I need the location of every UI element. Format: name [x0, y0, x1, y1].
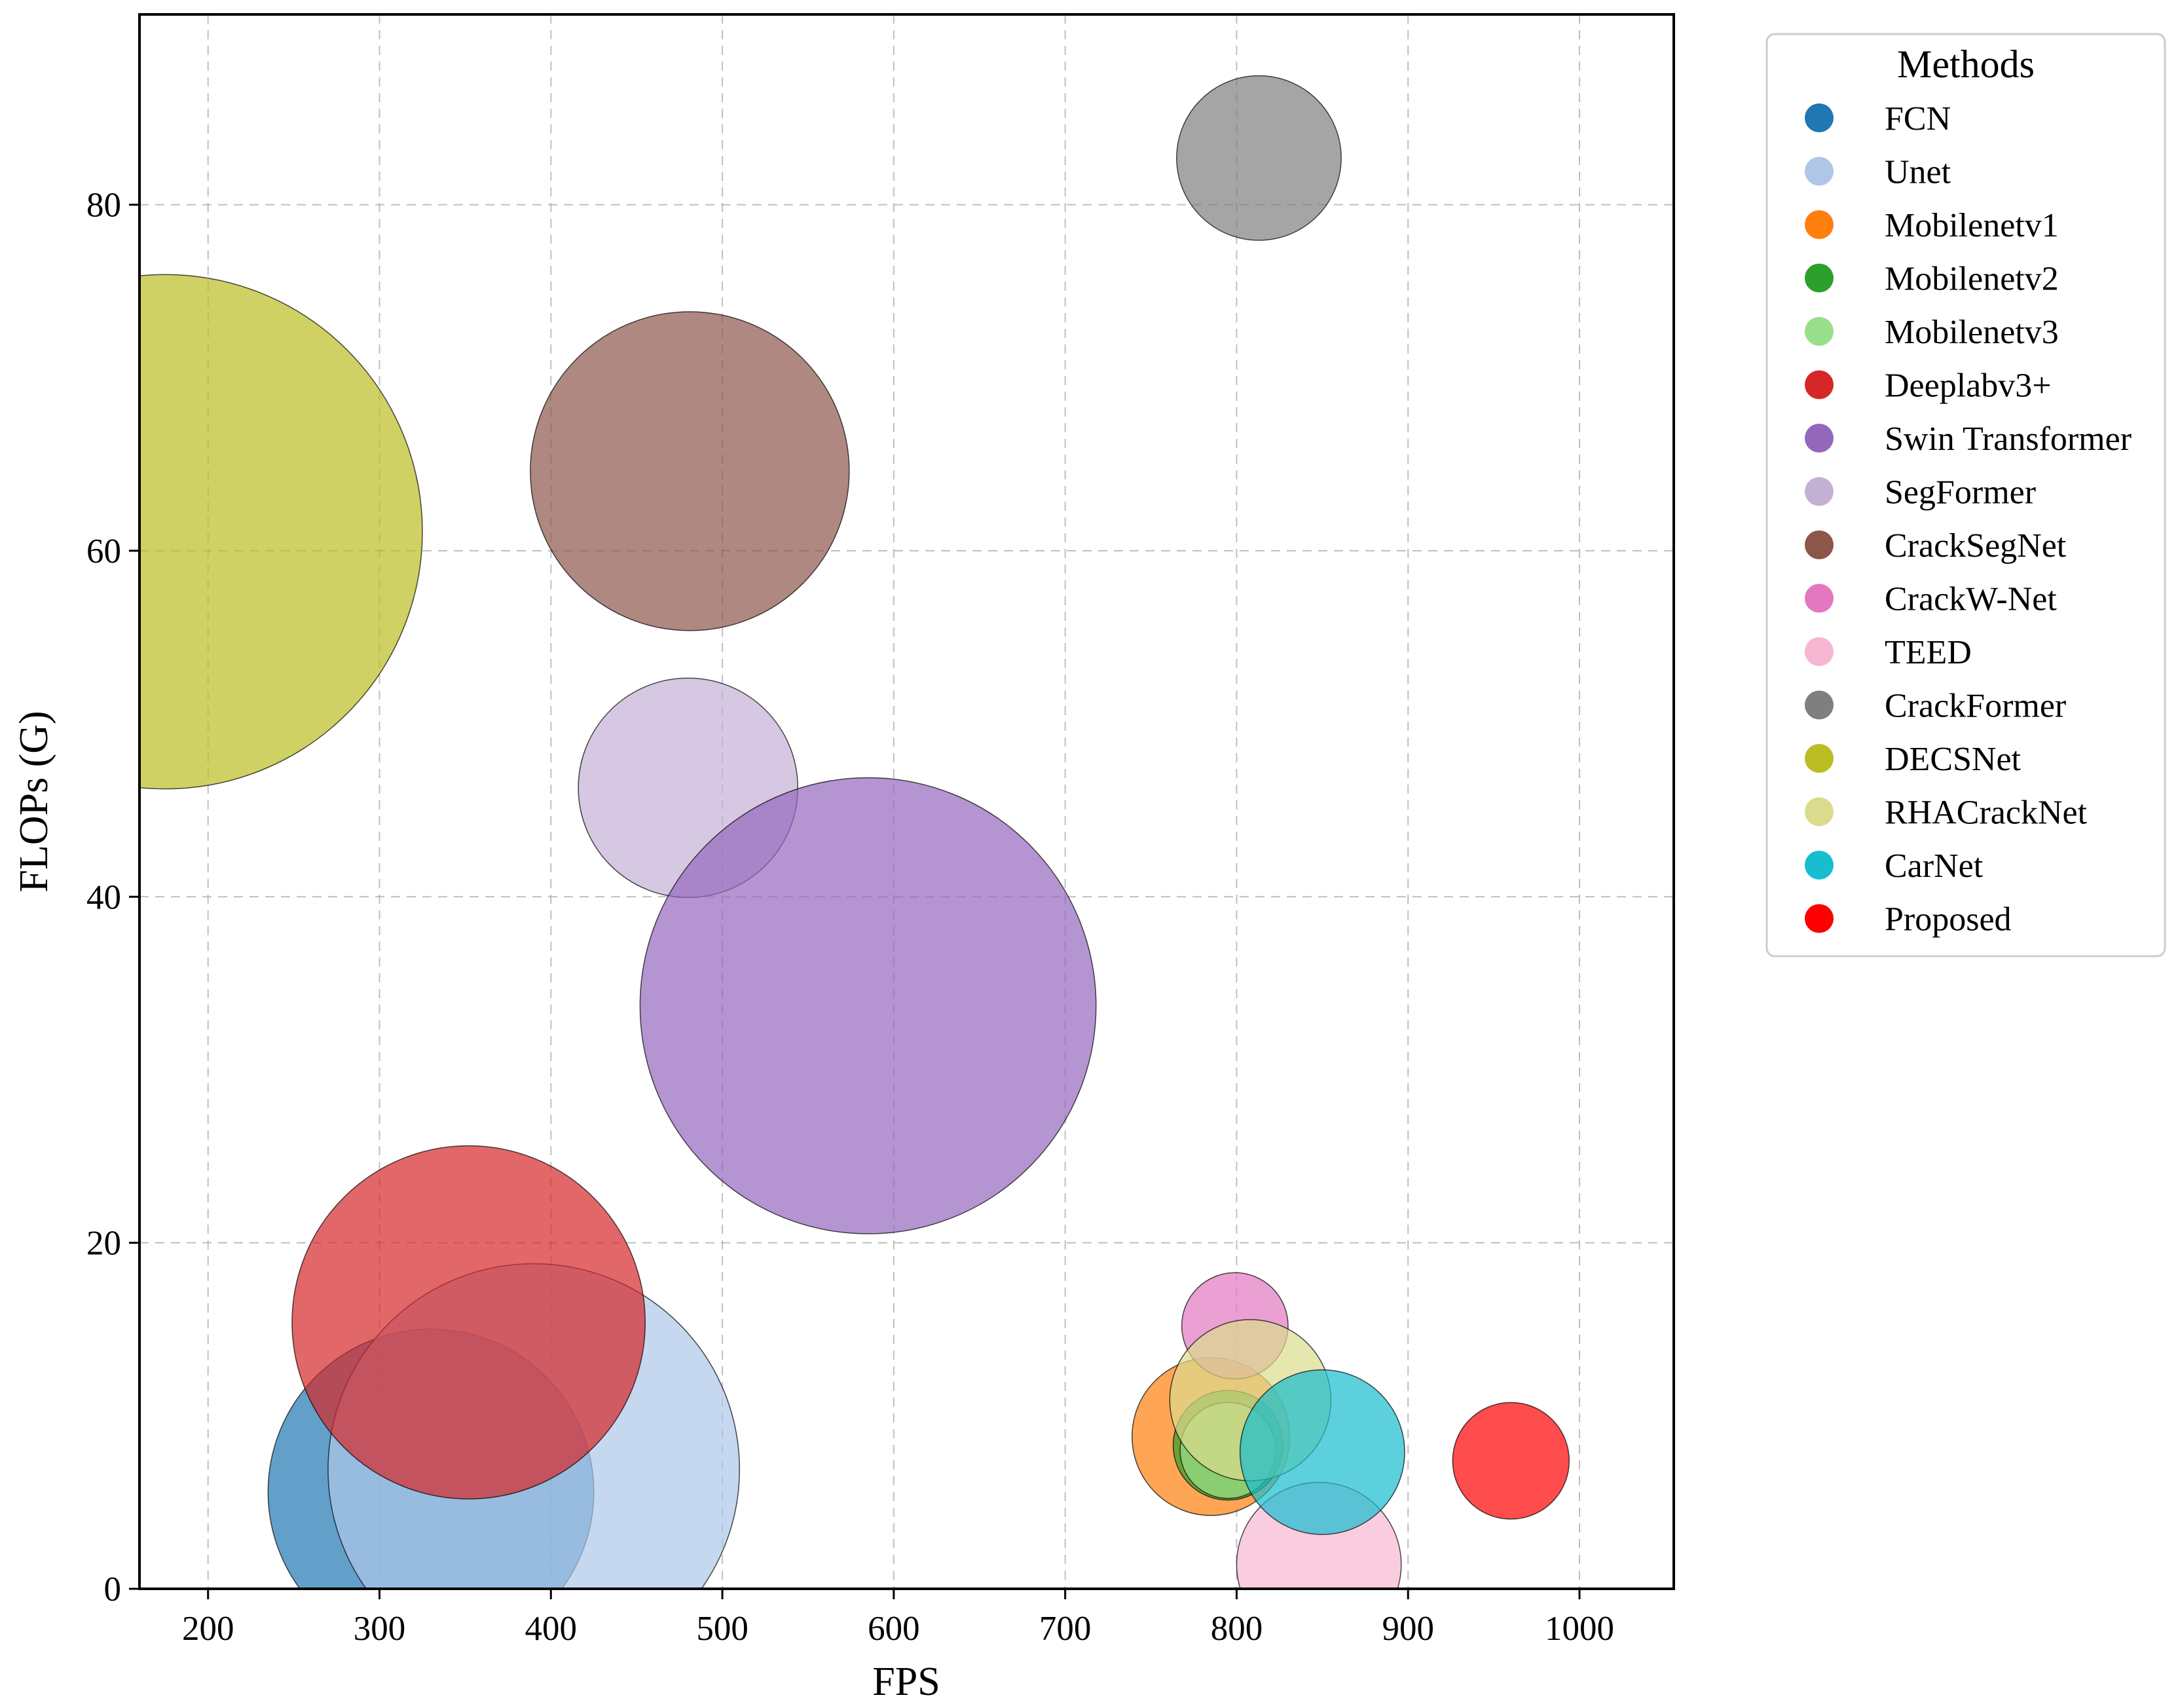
legend-marker: [1805, 263, 1834, 293]
legend-label: Swin Transformer: [1885, 420, 2132, 458]
legend-item-teed: TEED: [1805, 634, 1972, 671]
legend-box: [1765, 33, 2166, 957]
x-tick-label: 600: [868, 1610, 920, 1648]
legend-marker: [1805, 904, 1834, 933]
bubble-swin-transformer: [639, 777, 1097, 1235]
legend-label: TEED: [1885, 634, 1972, 671]
x-axis-title: FPS: [872, 1660, 940, 1704]
x-tick-label: 300: [354, 1610, 406, 1648]
bubble-proposed: [1452, 1402, 1570, 1520]
legend-label: Mobilenetv2: [1885, 261, 2059, 298]
legend-label: Deeplabv3+: [1885, 367, 2052, 405]
legend-item-mobilenetv2: Mobilenetv2: [1805, 261, 2059, 298]
bubble-cracksegnet: [530, 311, 850, 631]
legend-label: Mobilenetv1: [1885, 207, 2059, 244]
x-tick-label: 700: [1039, 1610, 1092, 1648]
bubble-decsnet: [139, 274, 423, 790]
legend-item-cracksegnet: CrackSegNet: [1805, 527, 2067, 565]
legend-item-mobilenetv1: Mobilenetv1: [1805, 207, 2059, 244]
legend-label: RHACrackNet: [1885, 794, 2088, 832]
bubbles: [139, 75, 1570, 1589]
bubble-carnet: [1239, 1369, 1405, 1535]
x-tick-label: 500: [696, 1610, 748, 1648]
legend-marker: [1805, 530, 1834, 559]
x-tick-label: 800: [1211, 1610, 1263, 1648]
axis-ticks: 200 300 400 500 600 700 800 900 1000 0 20 40 60 80: [86, 187, 1614, 1648]
legend-marker: [1805, 584, 1834, 613]
legend-marker: [1805, 210, 1834, 239]
legend-marker: [1805, 424, 1834, 453]
legend-title: Methods: [1897, 43, 2035, 86]
legend-marker: [1805, 637, 1834, 666]
legend-item-fcn: FCN: [1805, 100, 1951, 138]
y-tick-label: 0: [104, 1570, 122, 1608]
legend-marker: [1805, 103, 1834, 132]
legend-label: SegFormer: [1885, 474, 2036, 511]
y-tick-label: 60: [86, 532, 121, 570]
legend-item-unet: Unet: [1805, 154, 1951, 191]
y-tick-label: 40: [86, 878, 121, 916]
y-tick-label: 20: [86, 1225, 121, 1263]
legend-label: FCN: [1885, 100, 1951, 138]
legend-label: CrackW-Net: [1885, 581, 2057, 618]
legend-label: DECSNet: [1885, 741, 2021, 778]
y-tick-label: 80: [86, 187, 121, 225]
legend-label: CrackSegNet: [1885, 527, 2067, 565]
x-tick-label: 400: [525, 1610, 578, 1648]
bubble-crackformer: [1176, 75, 1342, 241]
legend-label: Unet: [1885, 154, 1951, 191]
legend-item-rhacracknet: RHACrackNet: [1805, 794, 2088, 832]
legend-label: Proposed: [1885, 901, 2012, 938]
legend-item-swin-transformer: Swin Transformer: [1805, 420, 2132, 458]
legend-marker: [1805, 317, 1834, 346]
legend-item-proposed: Proposed: [1805, 901, 2012, 938]
legend-marker: [1805, 744, 1834, 773]
legend: Methods FCN Unet Mobilenetv1 Mobilenetv2 Mob…: [1765, 33, 2166, 957]
legend-marker: [1805, 477, 1834, 506]
legend-label: CrackFormer: [1885, 688, 2066, 725]
legend-item-carnet: CarNet: [1805, 847, 1984, 885]
legend-marker: [1805, 797, 1834, 826]
legend-item-crackw-net: CrackW-Net: [1805, 581, 2057, 618]
legend-item-deeplabv3: Deeplabv3+: [1805, 367, 2052, 405]
y-axis-title: FLOPs (G): [12, 711, 56, 892]
x-tick-label: 900: [1382, 1610, 1434, 1648]
legend-marker: [1805, 851, 1834, 880]
legend-label: CarNet: [1885, 847, 1984, 885]
legend-item-segformer: SegFormer: [1805, 474, 2036, 511]
legend-marker: [1805, 370, 1834, 399]
x-tick-label: 1000: [1545, 1610, 1614, 1648]
legend-items: FCN Unet Mobilenetv1 Mobilenetv2 Mobilenetv3…: [1805, 100, 2132, 938]
legend-item-decsnet: DECSNet: [1805, 741, 2021, 778]
x-tick-label: 200: [182, 1610, 234, 1648]
legend-label: Mobilenetv3: [1885, 314, 2059, 351]
plot-frame: [138, 13, 1675, 1590]
legend-item-mobilenetv3: Mobilenetv3: [1805, 314, 2059, 351]
bubble-deeplabv3: [291, 1145, 646, 1500]
legend-item-crackformer: CrackFormer: [1805, 688, 2066, 725]
legend-marker: [1805, 157, 1834, 186]
legend-marker: [1805, 690, 1834, 720]
